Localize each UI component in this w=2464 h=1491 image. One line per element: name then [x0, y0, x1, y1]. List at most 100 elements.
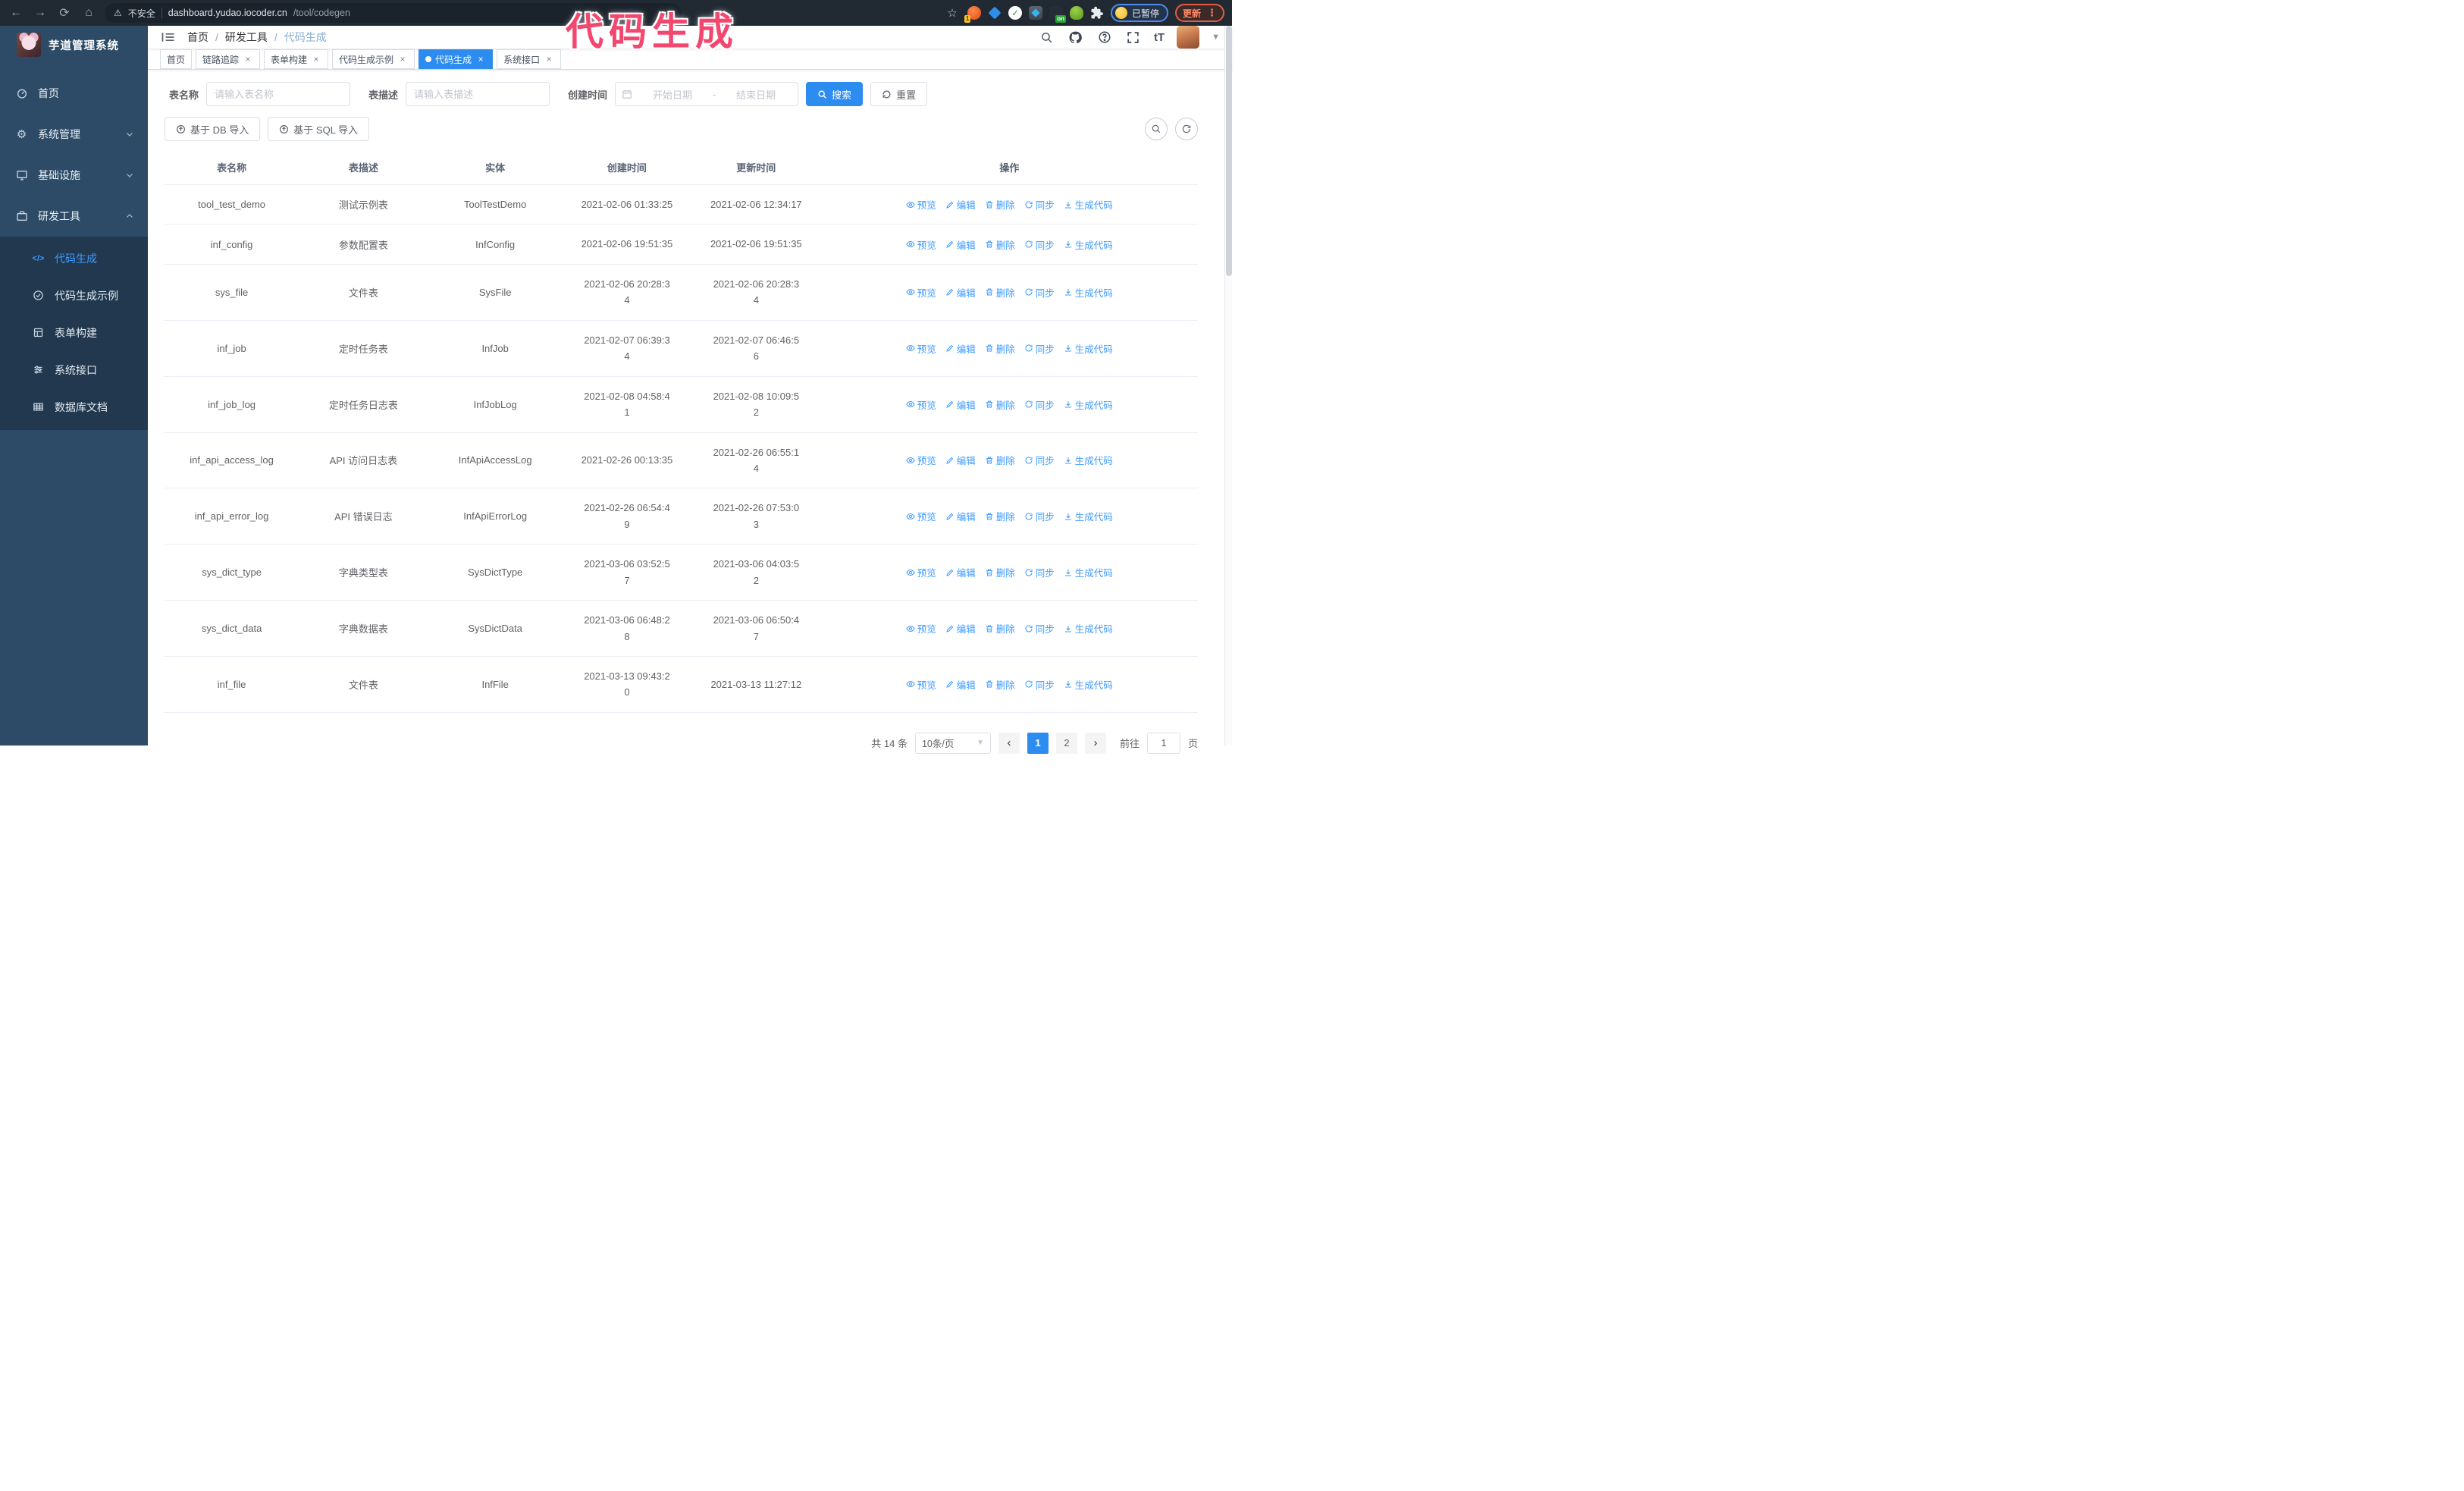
- sync-link[interactable]: 同步: [1024, 453, 1055, 467]
- profile-paused-chip[interactable]: 已暂停: [1110, 4, 1168, 22]
- tab-codegen[interactable]: 代码生成 ×: [419, 49, 494, 69]
- sync-link[interactable]: 同步: [1024, 397, 1055, 412]
- preview-link[interactable]: 预览: [906, 565, 936, 579]
- generate-code-link[interactable]: 生成代码: [1064, 397, 1113, 412]
- goto-page-input[interactable]: [1146, 732, 1180, 754]
- generate-code-link[interactable]: 生成代码: [1064, 237, 1113, 252]
- generate-code-link[interactable]: 生成代码: [1064, 341, 1113, 356]
- generate-code-link[interactable]: 生成代码: [1064, 453, 1113, 467]
- toggle-search-button[interactable]: [1145, 118, 1168, 140]
- edit-link[interactable]: 编辑: [945, 509, 976, 523]
- extension-android-icon[interactable]: [1069, 6, 1083, 20]
- delete-link[interactable]: 删除: [985, 237, 1015, 252]
- extensions-puzzle-icon[interactable]: [1090, 6, 1104, 20]
- sidebar-item-infra[interactable]: 基础设施: [0, 155, 148, 196]
- extension-grid-icon[interactable]: [1028, 6, 1042, 20]
- import-db-button[interactable]: 基于 DB 导入: [165, 117, 261, 141]
- tab-codegen-example[interactable]: 代码生成示例 ×: [332, 49, 415, 69]
- preview-link[interactable]: 预览: [906, 453, 936, 467]
- breadcrumb-home[interactable]: 首页: [187, 31, 208, 43]
- home-icon[interactable]: ⌂: [85, 6, 92, 19]
- delete-link[interactable]: 删除: [985, 341, 1015, 356]
- preview-link[interactable]: 预览: [906, 237, 936, 252]
- close-icon[interactable]: ×: [478, 54, 484, 64]
- tab-tracing[interactable]: 链路追踪 ×: [196, 49, 261, 69]
- date-range-picker[interactable]: 开始日期 - 结束日期: [615, 82, 799, 106]
- edit-link[interactable]: 编辑: [945, 341, 976, 356]
- back-icon[interactable]: ←: [10, 6, 22, 19]
- sync-link[interactable]: 同步: [1024, 621, 1055, 636]
- delete-link[interactable]: 删除: [985, 453, 1015, 467]
- page-size-select[interactable]: 10条/页 ▼: [914, 732, 991, 754]
- preview-link[interactable]: 预览: [906, 341, 936, 356]
- close-icon[interactable]: ×: [313, 54, 319, 64]
- delete-link[interactable]: 删除: [985, 197, 1015, 212]
- help-icon[interactable]: [1096, 29, 1113, 46]
- sidebar-item-home[interactable]: 首页: [0, 73, 148, 114]
- edit-link[interactable]: 编辑: [945, 197, 976, 212]
- forward-icon[interactable]: →: [34, 6, 46, 19]
- sync-link[interactable]: 同步: [1024, 197, 1055, 212]
- sidebar-item-codegen[interactable]: </> 代码生成: [0, 240, 148, 277]
- sidebar-item-system-api[interactable]: 系统接口: [0, 351, 148, 388]
- menu-dots-icon[interactable]: ⋮: [1207, 7, 1217, 18]
- generate-code-link[interactable]: 生成代码: [1064, 509, 1113, 523]
- table-desc-input[interactable]: [406, 82, 550, 106]
- edit-link[interactable]: 编辑: [945, 453, 976, 467]
- tab-system-api[interactable]: 系统接口 ×: [497, 49, 562, 69]
- window-scrollbar[interactable]: [1224, 26, 1232, 746]
- delete-link[interactable]: 删除: [985, 565, 1015, 579]
- close-icon[interactable]: ×: [546, 54, 552, 64]
- generate-code-link[interactable]: 生成代码: [1064, 197, 1113, 212]
- next-page-button[interactable]: ›: [1084, 732, 1106, 754]
- address-bar[interactable]: ⚠ 不安全 dashboard.yudao.iocoder.cn/tool/co…: [105, 3, 681, 23]
- preview-link[interactable]: 预览: [906, 397, 936, 412]
- github-icon[interactable]: [1067, 29, 1084, 46]
- bookmark-star-icon[interactable]: ☆: [947, 7, 958, 20]
- tab-home[interactable]: 首页: [160, 49, 193, 69]
- extension-switch-icon[interactable]: on: [1049, 6, 1066, 23]
- sync-link[interactable]: 同步: [1024, 677, 1055, 692]
- breadcrumb-devtools[interactable]: 研发工具: [224, 31, 268, 43]
- edit-link[interactable]: 编辑: [945, 397, 976, 412]
- extension-gem-icon[interactable]: [988, 6, 1002, 20]
- close-icon[interactable]: ×: [400, 54, 406, 64]
- generate-code-link[interactable]: 生成代码: [1064, 677, 1113, 692]
- browser-update-button[interactable]: 更新 ⋮: [1174, 4, 1224, 22]
- prev-page-button[interactable]: ‹: [998, 732, 1020, 754]
- table-name-input[interactable]: [206, 82, 351, 106]
- generate-code-link[interactable]: 生成代码: [1064, 565, 1113, 579]
- edit-link[interactable]: 编辑: [945, 621, 976, 636]
- sync-link[interactable]: 同步: [1024, 285, 1055, 300]
- sync-link[interactable]: 同步: [1024, 341, 1055, 356]
- extension-adblock-icon[interactable]: 1: [964, 6, 981, 23]
- search-button[interactable]: 搜索: [806, 82, 864, 106]
- import-sql-button[interactable]: 基于 SQL 导入: [268, 117, 370, 141]
- sidebar-item-codegen-example[interactable]: 代码生成示例: [0, 277, 148, 314]
- sidebar-item-devtools[interactable]: 研发工具: [0, 196, 148, 237]
- sync-link[interactable]: 同步: [1024, 237, 1055, 252]
- delete-link[interactable]: 删除: [985, 285, 1015, 300]
- preview-link[interactable]: 预览: [906, 285, 936, 300]
- search-icon[interactable]: [1039, 29, 1055, 46]
- collapse-sidebar-icon[interactable]: [160, 29, 177, 46]
- font-size-icon[interactable]: tT: [1153, 30, 1165, 44]
- end-date-placeholder[interactable]: 结束日期: [736, 89, 776, 101]
- scrollbar-thumb[interactable]: [1226, 26, 1232, 276]
- sidebar-item-form-builder[interactable]: 表单构建: [0, 314, 148, 351]
- edit-link[interactable]: 编辑: [945, 237, 976, 252]
- edit-link[interactable]: 编辑: [945, 285, 976, 300]
- reload-icon[interactable]: ⟳: [59, 7, 70, 20]
- sync-link[interactable]: 同步: [1024, 565, 1055, 579]
- extension-check-icon[interactable]: ✓: [1008, 6, 1022, 20]
- user-avatar[interactable]: [1177, 26, 1200, 49]
- reset-button[interactable]: 重置: [870, 82, 928, 106]
- tab-form-builder[interactable]: 表单构建 ×: [264, 49, 329, 69]
- sidebar-item-db-doc[interactable]: 数据库文档: [0, 388, 148, 425]
- edit-link[interactable]: 编辑: [945, 677, 976, 692]
- start-date-placeholder[interactable]: 开始日期: [652, 89, 692, 101]
- sync-link[interactable]: 同步: [1024, 509, 1055, 523]
- close-icon[interactable]: ×: [245, 54, 251, 64]
- generate-code-link[interactable]: 生成代码: [1064, 621, 1113, 636]
- generate-code-link[interactable]: 生成代码: [1064, 285, 1113, 300]
